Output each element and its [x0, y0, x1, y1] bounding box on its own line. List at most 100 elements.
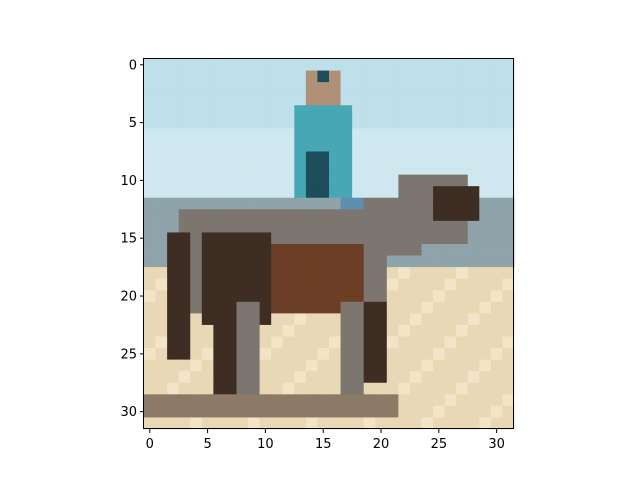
image-pixel	[386, 163, 399, 176]
x-tick-label: 0	[146, 437, 154, 452]
image-pixel	[282, 336, 295, 349]
image-pixel	[317, 220, 330, 233]
image-pixel	[259, 324, 272, 337]
image-pixel	[490, 209, 503, 222]
image-pixel	[317, 70, 330, 83]
y-tick-label: 30	[120, 405, 137, 420]
image-pixel	[444, 278, 457, 291]
image-pixel	[271, 371, 284, 384]
image-pixel	[294, 267, 307, 280]
image-pixel	[386, 128, 399, 141]
image-pixel	[259, 93, 272, 106]
image-pixel	[456, 301, 469, 314]
image-pixel	[305, 255, 318, 268]
image-pixel	[375, 151, 388, 164]
image-pixel	[282, 70, 295, 83]
image-pixel	[248, 151, 261, 164]
image-pixel	[329, 163, 341, 176]
image-pixel	[167, 186, 180, 199]
image-pixel	[259, 116, 272, 129]
image-pixel	[282, 163, 295, 176]
image-pixel	[456, 70, 469, 83]
image-pixel	[317, 82, 330, 95]
image-pixel	[433, 336, 446, 349]
image-pixel	[479, 209, 492, 222]
image-pixel	[352, 116, 365, 129]
image-pixel	[467, 232, 480, 245]
image-pixel	[398, 186, 411, 199]
image-pixel	[294, 417, 307, 430]
image-pixel	[213, 348, 226, 361]
image-pixel	[213, 278, 226, 291]
image-pixel	[155, 197, 168, 210]
image-pixel	[294, 197, 307, 210]
image-pixel	[433, 128, 446, 141]
image-pixel	[224, 290, 237, 303]
image-pixel	[271, 151, 284, 164]
image-pixel	[144, 220, 156, 233]
image-pixel	[282, 128, 295, 141]
image-pixel	[178, 348, 191, 361]
image-pixel	[259, 59, 272, 71]
image-pixel	[456, 371, 469, 384]
image-pixel	[236, 139, 249, 152]
image-pixel	[363, 93, 376, 106]
image-pixel	[386, 348, 399, 361]
image-pixel	[236, 128, 249, 141]
image-pixel	[444, 359, 457, 372]
image-pixel	[467, 105, 480, 118]
image-pixel	[433, 232, 446, 245]
image-pixel	[259, 209, 272, 222]
image-pixel	[167, 82, 180, 95]
image-pixel	[467, 336, 480, 349]
image-pixel	[155, 278, 168, 291]
image-pixel	[444, 59, 457, 71]
image-pixel	[386, 93, 399, 106]
image-pixel	[398, 82, 411, 95]
image-pixel	[271, 348, 284, 361]
image-pixel	[433, 394, 446, 407]
image-pixel	[363, 244, 376, 256]
image-pixel	[421, 128, 434, 141]
image-pixel	[155, 394, 168, 407]
image-pixel	[178, 324, 191, 337]
image-pixel	[329, 139, 341, 152]
image-pixel	[433, 116, 446, 129]
image-pixel	[167, 290, 180, 303]
image-pixel	[502, 336, 515, 349]
image-pixel	[248, 267, 261, 280]
image-pixel	[282, 232, 295, 245]
image-pixel	[398, 174, 411, 187]
image-pixel	[398, 197, 411, 210]
image-pixel	[490, 371, 503, 384]
image-pixel	[305, 186, 318, 199]
image-pixel	[201, 82, 214, 95]
image-pixel	[213, 417, 226, 430]
image-pixel	[433, 70, 446, 83]
image-pixel	[502, 255, 515, 268]
image-pixel	[490, 394, 503, 407]
x-tick-label: 5	[203, 437, 211, 452]
image-pixel	[375, 197, 388, 210]
image-pixel	[271, 405, 284, 418]
image-pixel	[236, 371, 249, 384]
image-pixel	[155, 82, 168, 95]
image-pixel	[409, 128, 422, 141]
image-pixel	[213, 267, 226, 280]
image-pixel	[433, 139, 446, 152]
image-pixel	[398, 70, 411, 83]
image-pixel	[317, 313, 330, 326]
image-pixel	[259, 70, 272, 83]
image-pixel	[502, 209, 515, 222]
image-pixel	[329, 105, 341, 118]
image-pixel	[236, 59, 249, 71]
image-pixel	[190, 382, 203, 395]
image-pixel	[224, 105, 237, 118]
image-pixel	[155, 105, 168, 118]
image-pixel	[352, 278, 365, 291]
image-pixel	[213, 197, 226, 210]
image-pixel	[386, 255, 399, 268]
image-pixel	[190, 359, 203, 372]
image-pixel	[236, 405, 249, 418]
image-pixel	[178, 174, 191, 187]
